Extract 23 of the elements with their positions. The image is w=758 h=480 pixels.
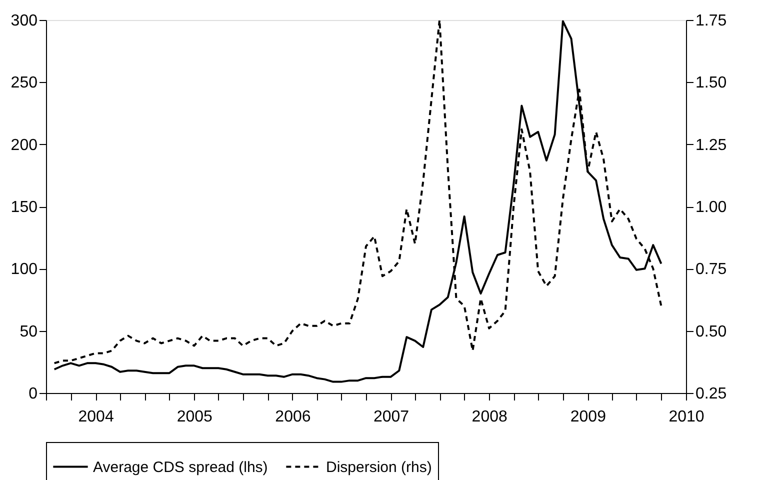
y2-tick-label: 1.75 <box>696 12 727 30</box>
x-tick-label: 2005 <box>176 408 213 426</box>
y2-tick-label: 1.50 <box>696 74 727 92</box>
y2-tick-label: 1.25 <box>696 136 727 154</box>
y-tick-label: 0 <box>28 386 38 402</box>
y2-tick-label: 0.50 <box>696 323 727 340</box>
x-tick-label: 2009 <box>570 408 606 426</box>
legend-label: Average CDS spread (lhs) <box>93 458 268 476</box>
y-tick-label: 250 <box>10 74 38 92</box>
y-tick-label: 150 <box>10 199 38 216</box>
y-tick-label: 200 <box>10 136 38 154</box>
x-tick-label: 2004 <box>78 408 114 426</box>
x-tick-label: 2010 <box>668 408 704 426</box>
x-tick-label: 2008 <box>472 408 508 426</box>
x-tick-label: 2006 <box>275 408 311 426</box>
y-tick-label: 50 <box>20 323 38 340</box>
x-tick-label: 2007 <box>373 408 410 426</box>
legend-label: Dispersion (rhs) <box>326 458 432 476</box>
y-tick-label: 300 <box>10 12 38 30</box>
y-tick-label: 100 <box>10 261 38 278</box>
y2-tick-label: 0.75 <box>696 261 727 278</box>
y2-tick-label: 1.00 <box>696 199 727 216</box>
y2-tick-label: 0.25 <box>696 386 727 402</box>
